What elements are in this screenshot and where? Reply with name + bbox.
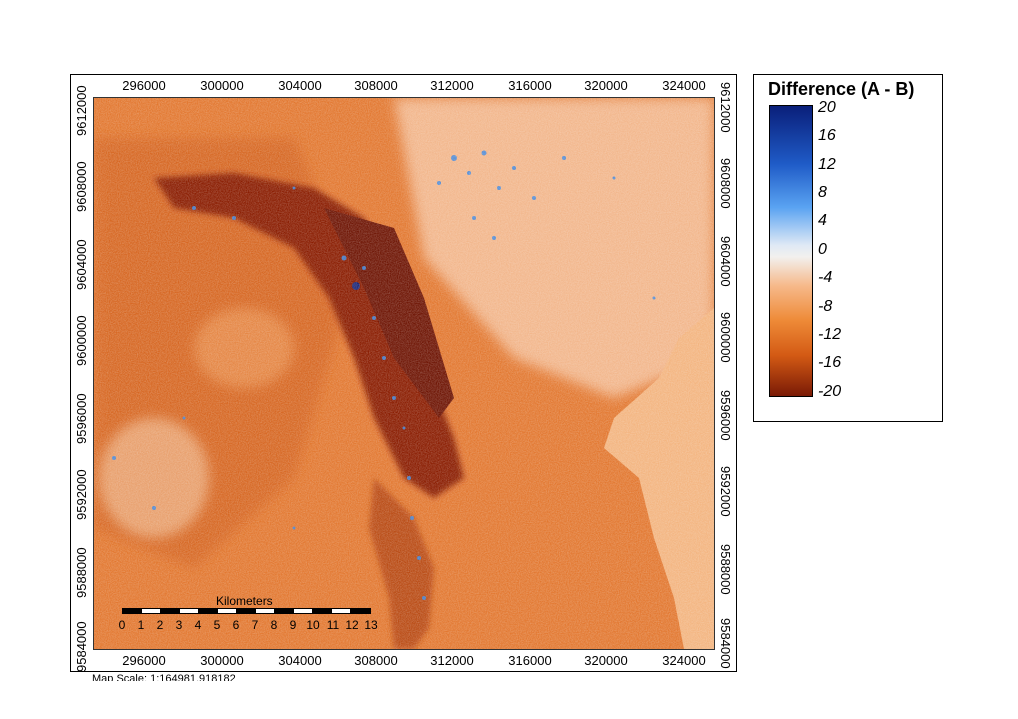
x-tick-bottom: 320000 [584, 653, 628, 668]
x-tick-top: 308000 [354, 78, 398, 93]
difference-raster [93, 97, 715, 650]
legend-label: 12 [818, 156, 836, 173]
y-tick-left: 9588000 [74, 547, 89, 598]
scalebar-title: Kilometers [216, 594, 273, 608]
x-tick-bottom: 296000 [122, 653, 166, 668]
map-scale-text: Map Scale: 1:164981.918182 [92, 673, 236, 681]
y-tick-right: 9608000 [718, 158, 733, 209]
y-tick-left: 9592000 [74, 469, 89, 520]
scalebar-label: 8 [270, 618, 278, 632]
y-tick-right: 9596000 [718, 390, 733, 441]
legend: Difference (A - B) 20 16 12 8 4 0 -4 -8 … [753, 74, 943, 422]
x-tick-top: 312000 [430, 78, 474, 93]
y-tick-right: 9592000 [718, 466, 733, 517]
y-tick-right: 9588000 [718, 544, 733, 595]
scalebar-label: 5 [213, 618, 221, 632]
y-tick-right: 9612000 [718, 82, 733, 133]
x-tick-bottom: 304000 [278, 653, 322, 668]
scalebar-label: 2 [156, 618, 164, 632]
scalebar-label: 3 [175, 618, 183, 632]
scalebar-label: 0 [118, 618, 126, 632]
legend-label: 20 [818, 99, 836, 116]
y-tick-left: 9604000 [74, 239, 89, 290]
y-tick-right: 9600000 [718, 312, 733, 363]
y-tick-left: 9584000 [74, 621, 89, 672]
legend-title: Difference (A - B) [768, 79, 915, 99]
scalebar-label: 1 [137, 618, 145, 632]
x-tick-bottom: 316000 [508, 653, 552, 668]
scalebar-label: 10 [306, 618, 320, 632]
x-tick-top: 296000 [122, 78, 166, 93]
x-tick-top: 320000 [584, 78, 628, 93]
x-tick-bottom: 308000 [354, 653, 398, 668]
legend-label: -8 [818, 298, 833, 315]
x-tick-top: 304000 [278, 78, 322, 93]
x-tick-bottom: 324000 [662, 653, 706, 668]
y-tick-left: 9612000 [74, 85, 89, 136]
legend-label: 0 [818, 241, 827, 258]
legend-label: 4 [818, 212, 827, 229]
legend-label: -16 [818, 354, 842, 371]
scalebar-label: 11 [326, 618, 340, 632]
y-tick-left: 9596000 [74, 393, 89, 444]
x-tick-top: 324000 [662, 78, 706, 93]
y-tick-left: 9608000 [74, 161, 89, 212]
x-tick-bottom: 312000 [430, 653, 474, 668]
scalebar-label: 4 [194, 618, 202, 632]
x-tick-top: 300000 [200, 78, 244, 93]
scalebar-label: 6 [232, 618, 240, 632]
x-tick-bottom: 300000 [200, 653, 244, 668]
scalebar-label: 13 [364, 618, 378, 632]
y-tick-right: 9604000 [718, 236, 733, 287]
color-ramp [769, 105, 813, 397]
legend-label: 16 [818, 127, 836, 144]
legend-label: -12 [818, 326, 842, 343]
scalebar-label: 7 [251, 618, 259, 632]
legend-label: 8 [818, 184, 827, 201]
legend-label: -4 [818, 269, 833, 286]
scalebar-label: 12 [345, 618, 359, 632]
scalebar-label: 9 [289, 618, 297, 632]
y-tick-left: 9600000 [74, 315, 89, 366]
legend-label: -20 [818, 383, 842, 400]
x-tick-top: 316000 [508, 78, 552, 93]
raster-image [94, 98, 714, 649]
y-tick-right: 9584000 [718, 618, 733, 669]
